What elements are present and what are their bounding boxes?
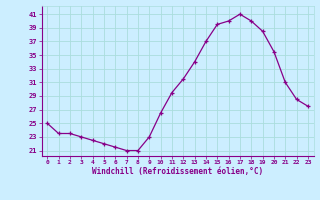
X-axis label: Windchill (Refroidissement éolien,°C): Windchill (Refroidissement éolien,°C) [92,167,263,176]
